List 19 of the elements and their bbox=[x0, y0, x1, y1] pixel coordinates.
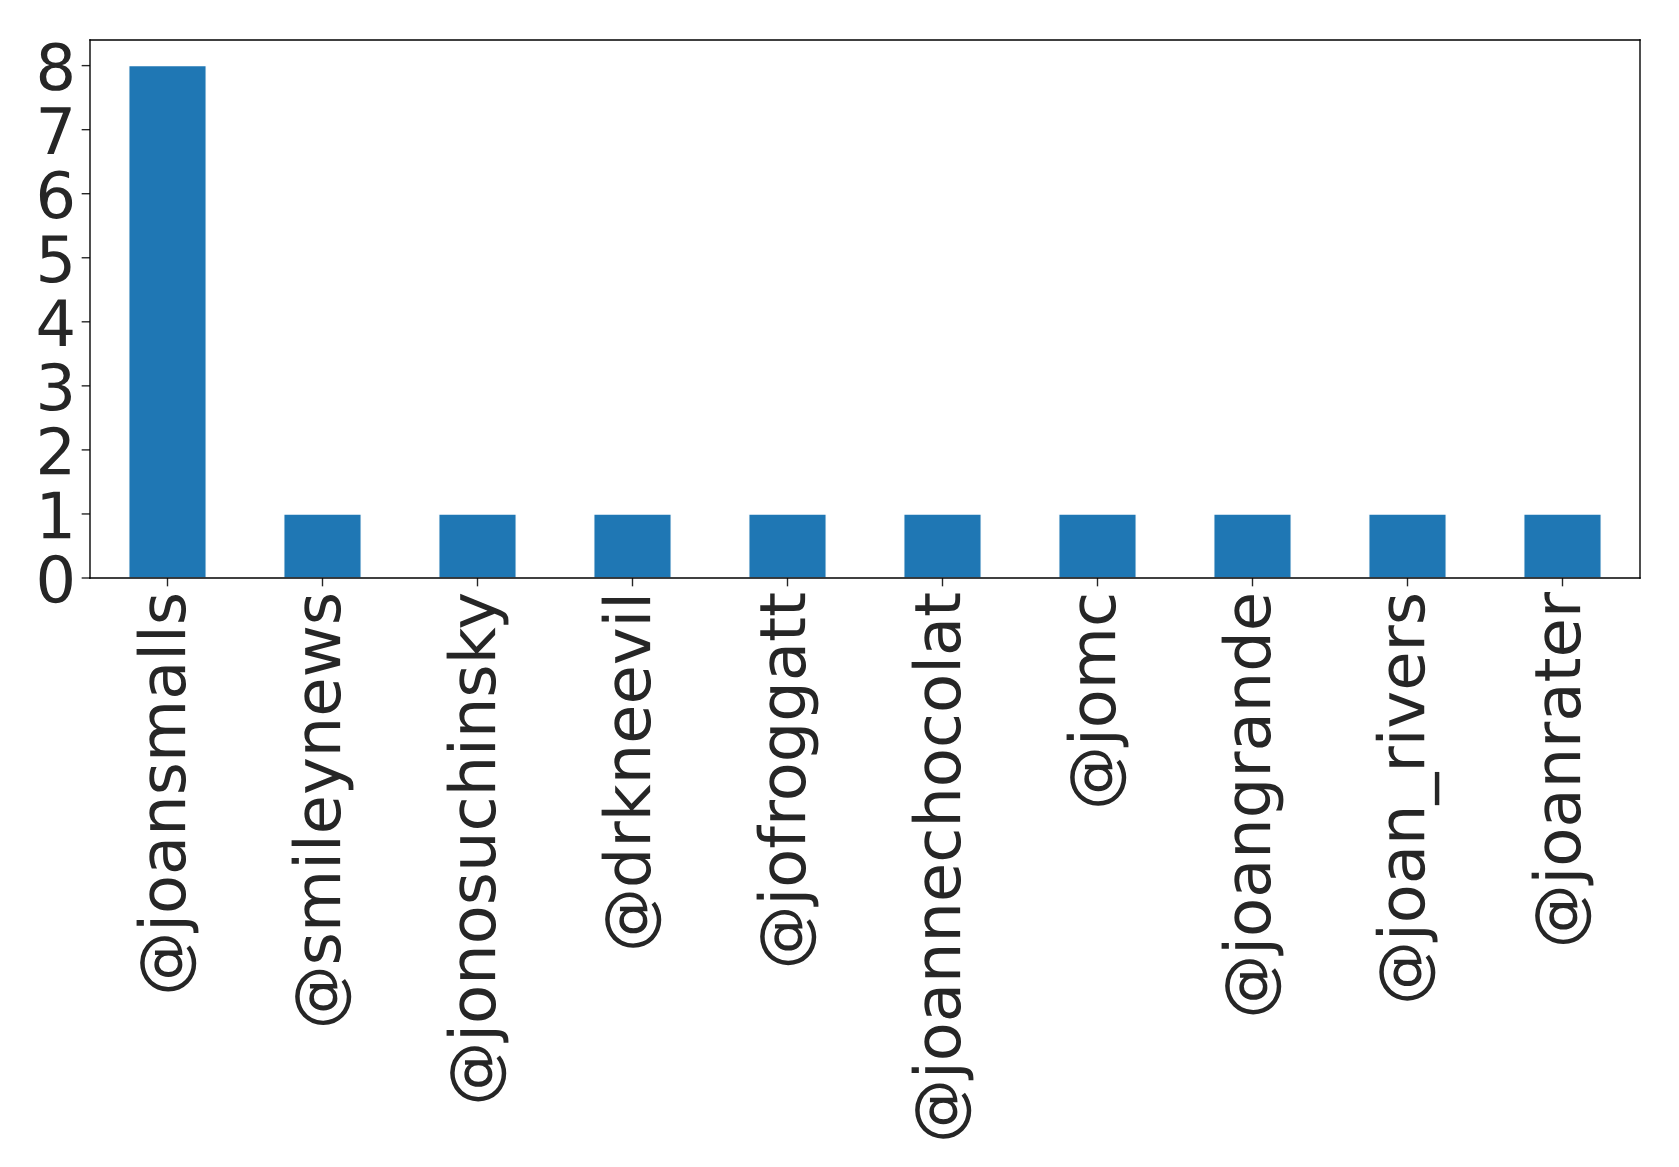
y-tick-label: 2 bbox=[40, 426, 70, 475]
y-tick-label: 5 bbox=[40, 235, 71, 283]
x-tick-label: @joan_rivers bbox=[1375, 595, 1440, 1001]
x-tick-label: @joangrande bbox=[1221, 595, 1284, 1015]
y-tick-label: 4 bbox=[38, 299, 73, 347]
y-tick-label: 7 bbox=[40, 107, 71, 154]
y-tick-label: 0 bbox=[39, 554, 72, 604]
x-tick-label: @jomc bbox=[1066, 595, 1129, 806]
x-tick-label: @joannechocolat bbox=[911, 593, 974, 1139]
y-tick-label: 1 bbox=[42, 491, 71, 539]
x-tick-label: @joanrater bbox=[1531, 591, 1594, 945]
y-tick-label: 8 bbox=[39, 42, 72, 91]
x-tick-label: @drkneevil bbox=[601, 597, 662, 948]
x-tick-label: @joansmalls bbox=[136, 595, 199, 992]
y-tick-label: 6 bbox=[39, 170, 73, 219]
y-tick-label: 3 bbox=[40, 362, 71, 412]
x-tick-label: @jofroggatt bbox=[756, 593, 819, 966]
x-tick-label: @smileynews bbox=[291, 595, 354, 1026]
x-tick-label: @jonosuchinsky bbox=[446, 593, 509, 1102]
